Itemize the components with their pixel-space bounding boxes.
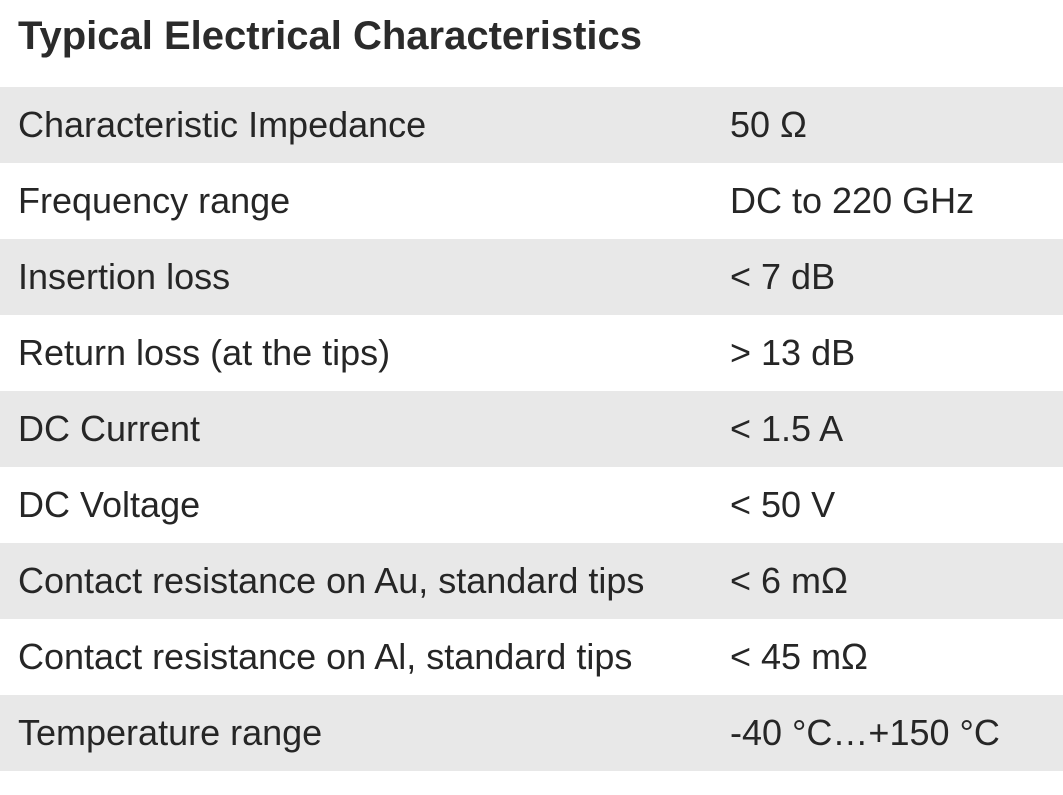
- table-row: Temperature range -40 °C…+150 °C: [0, 695, 1063, 771]
- table-row: DC Current < 1.5 A: [0, 391, 1063, 467]
- row-label: Temperature range: [18, 712, 323, 753]
- row-value: -40 °C…+150 °C: [730, 712, 1000, 753]
- row-value: < 45 mΩ: [730, 636, 868, 677]
- row-label: Contact resistance on Al, standard tips: [18, 636, 633, 677]
- row-value: < 50 V: [730, 484, 836, 525]
- row-label: Frequency range: [18, 180, 291, 221]
- row-value: < 1.5 A: [730, 408, 844, 449]
- row-value: < 6 mΩ: [730, 560, 848, 601]
- row-label: Contact resistance on Au, standard tips: [18, 560, 645, 601]
- row-label: Characteristic Impedance: [18, 104, 427, 145]
- row-label: Return loss (at the tips): [18, 332, 391, 373]
- table-row: Insertion loss < 7 dB: [0, 239, 1063, 315]
- row-label: Insertion loss: [18, 256, 231, 297]
- table-row: Characteristic Impedance 50 Ω: [0, 87, 1063, 163]
- table-row: Contact resistance on Al, standard tips …: [0, 619, 1063, 695]
- row-value: < 7 dB: [730, 256, 836, 297]
- row-value: 50 Ω: [730, 104, 807, 145]
- row-value: > 13 dB: [730, 332, 856, 373]
- table-row: Contact resistance on Au, standard tips …: [0, 543, 1063, 619]
- table-row: Frequency range DC to 220 GHz: [0, 163, 1063, 239]
- characteristics-table: Characteristic Impedance 50 Ω Frequency …: [0, 87, 1063, 771]
- row-label: DC Current: [18, 408, 201, 449]
- row-value: DC to 220 GHz: [730, 180, 975, 221]
- table-row: Return loss (at the tips) > 13 dB: [0, 315, 1063, 391]
- page-title: Typical Electrical Characteristics: [18, 14, 643, 58]
- table-row: DC Voltage < 50 V: [0, 467, 1063, 543]
- row-label: DC Voltage: [18, 484, 201, 525]
